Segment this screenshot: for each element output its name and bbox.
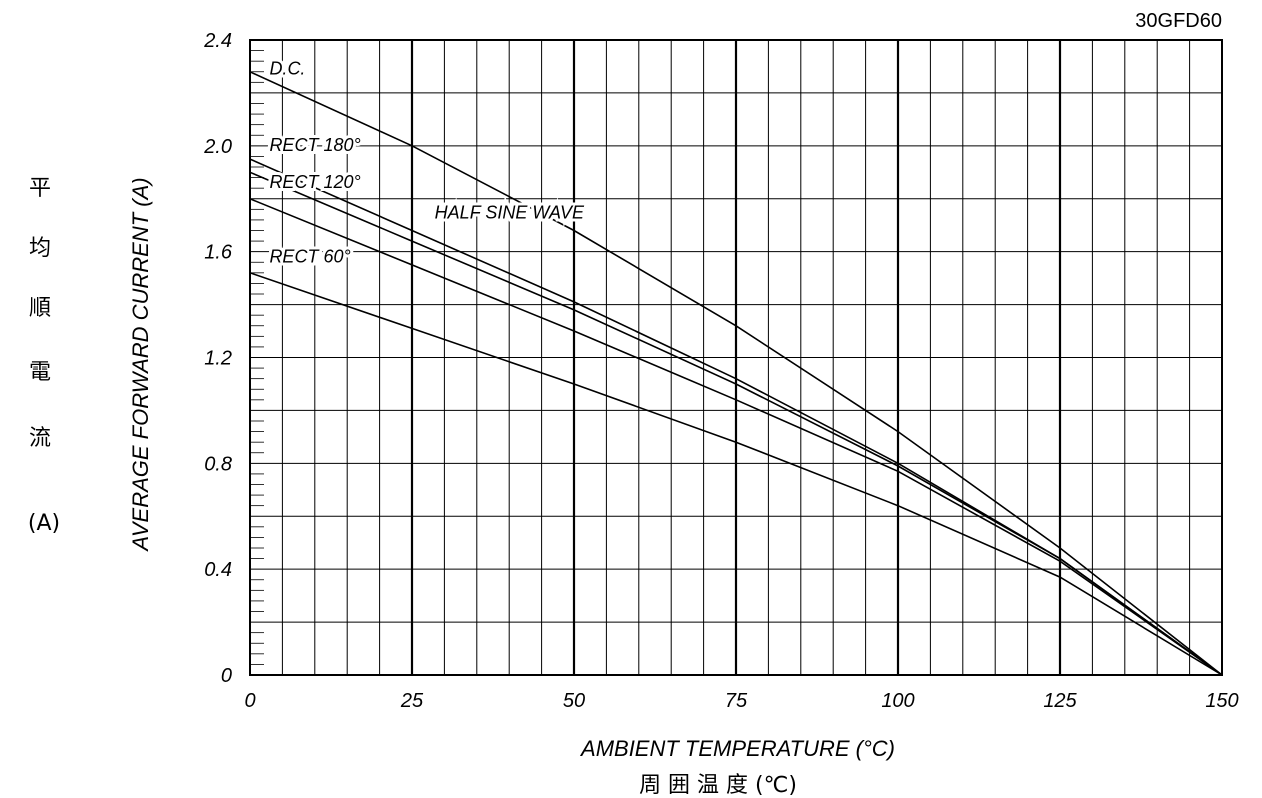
y-tick-label: 0.8 bbox=[204, 453, 232, 475]
grid bbox=[250, 40, 1222, 675]
model-label: 30GFD60 bbox=[1135, 10, 1222, 32]
curves bbox=[249, 71, 1223, 676]
series-line bbox=[249, 272, 1223, 676]
y-axis-title-jp-char: 流 bbox=[29, 426, 51, 451]
x-tick-label: 100 bbox=[881, 690, 914, 712]
y-axis-title-jp-char: 均 bbox=[29, 236, 51, 261]
x-tick-label: 0 bbox=[244, 690, 255, 712]
x-tick-label: 25 bbox=[400, 690, 424, 712]
y-tick-label: 2.0 bbox=[203, 136, 232, 158]
series-label: RECT 120° bbox=[269, 172, 360, 192]
series-line bbox=[249, 171, 1223, 676]
y-tick-label: 1.6 bbox=[204, 242, 233, 264]
x-tick-label: 150 bbox=[1205, 690, 1238, 712]
x-axis-title-jp: 周 囲 温 度 (℃) bbox=[639, 773, 797, 798]
series-label: RECT 180° bbox=[269, 135, 360, 155]
y-axis-title-jp-char: 平 bbox=[29, 176, 51, 201]
x-tick-label: 125 bbox=[1043, 690, 1077, 712]
series-label: D.C. bbox=[269, 58, 305, 78]
series-label: RECT 60° bbox=[269, 246, 350, 266]
y-axis-title-jp-char: 電 bbox=[29, 360, 51, 385]
x-tick-label: 50 bbox=[563, 690, 585, 712]
y-axis-title-jp: 平 均 順 電 流 (A) bbox=[28, 176, 60, 536]
series-line bbox=[249, 198, 1223, 676]
x-tick-label: 75 bbox=[725, 690, 748, 712]
x-axis-title: AMBIENT TEMPERATURE (°C) bbox=[579, 736, 895, 761]
y-axis-title-jp-unit: (A) bbox=[28, 511, 60, 536]
y-tick-label: 0 bbox=[221, 665, 232, 687]
y-tick-label: 1.2 bbox=[204, 348, 232, 370]
y-axis-title: AVERAGE FORWARD CURRENT (A) bbox=[128, 177, 153, 552]
series-line bbox=[249, 71, 1223, 676]
plot-frame bbox=[249, 39, 1223, 676]
y-tick-label: 0.4 bbox=[204, 559, 232, 581]
annotation-label: HALF SINE WAVE bbox=[435, 203, 585, 223]
y-tick-label: 2.4 bbox=[203, 30, 232, 52]
y-axis-title-jp-char: 順 bbox=[29, 296, 51, 321]
tick-labels: 0 25 50 75 100 125 150 0 0.4 0.8 1.2 1.6 2.0 2.4 bbox=[203, 30, 1239, 712]
curve-labels: D.C. RECT 180° RECT 120° RECT 60° HALF SINE … bbox=[266, 55, 588, 269]
